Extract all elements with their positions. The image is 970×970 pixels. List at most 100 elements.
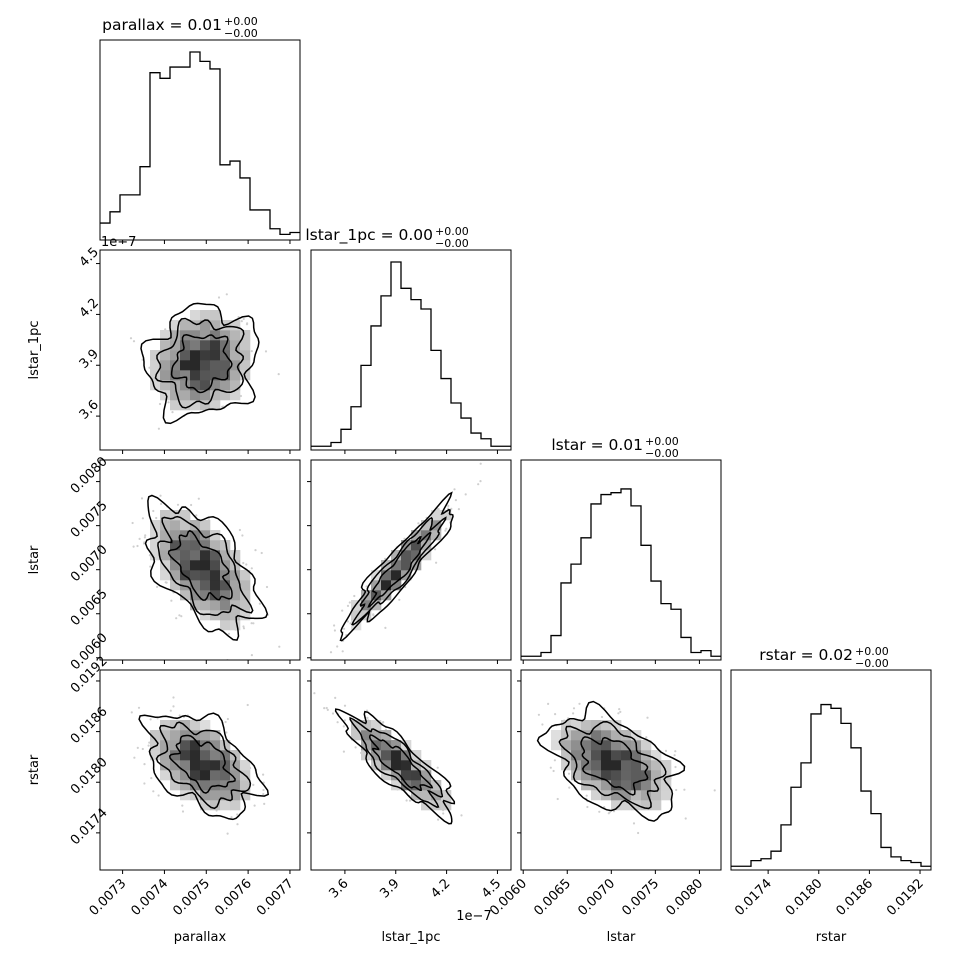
density-cell (210, 570, 221, 581)
density-cell (621, 770, 632, 781)
x-offset-label: 1e−7 (456, 909, 491, 924)
contour-line (351, 516, 447, 626)
x-tick-label: 0.0075 (170, 876, 213, 919)
density-cell (210, 550, 221, 561)
density-cell (240, 360, 251, 371)
sample-point (265, 585, 269, 589)
sample-point (608, 811, 611, 814)
density-cell (210, 310, 221, 321)
density-cell (371, 760, 382, 771)
density-cell (150, 380, 161, 391)
sample-point (436, 507, 439, 510)
density-cell (210, 590, 221, 601)
y-tick-label: 4.2 (77, 296, 102, 321)
density-cell (180, 540, 191, 551)
sample-point (197, 497, 200, 500)
density-cell (160, 380, 171, 391)
contour-line (154, 317, 245, 409)
title-sub: −0.00 (224, 27, 258, 40)
density-cell (611, 750, 622, 761)
density-cell (180, 320, 191, 331)
sample-point (130, 711, 133, 714)
x-tick-label: 0.0186 (833, 876, 876, 919)
density-cell (391, 760, 402, 771)
density-cell (571, 720, 582, 731)
density-cell (431, 780, 442, 791)
density-cell (200, 310, 211, 321)
density-cell (170, 540, 181, 551)
sample-point (384, 557, 387, 560)
density-cell (170, 730, 181, 741)
density-cell (210, 530, 221, 541)
density-cell (591, 760, 602, 771)
density-cell (190, 760, 201, 771)
density-cell (190, 740, 201, 751)
histogram-step-lstar (521, 488, 721, 657)
density-cell (361, 720, 372, 731)
density-cell (220, 590, 231, 601)
density-cell (150, 530, 161, 541)
density-cell (240, 350, 251, 361)
sample-point (160, 502, 163, 505)
sample-point (329, 651, 333, 654)
density-cell (561, 730, 572, 741)
density-cell (200, 520, 211, 531)
title-sup: +0.00 (224, 15, 258, 28)
sample-point (365, 585, 368, 588)
sample-point (313, 692, 316, 695)
density-cell (651, 800, 662, 811)
density-cell (411, 530, 422, 541)
density-cell (210, 390, 221, 401)
density-cell (230, 390, 241, 401)
panel-frame (99, 39, 301, 241)
sample-point (143, 763, 146, 766)
density-cell (180, 510, 191, 521)
y-axis-label-rstar: rstar (27, 754, 42, 785)
density-cell (200, 800, 211, 811)
sample-point (326, 708, 329, 712)
density-cell (180, 590, 191, 601)
density-cell (611, 770, 622, 781)
sample-point (453, 488, 456, 491)
density-cell (240, 590, 251, 601)
x-tick-label: 0.0065 (531, 876, 574, 919)
histogram-panel-parallax (100, 51, 300, 236)
sample-point (405, 799, 408, 802)
density-cell (591, 750, 602, 761)
sample-point (598, 810, 601, 813)
density-cell (190, 780, 201, 791)
density-cell (351, 610, 362, 621)
histogram-step-rstar (731, 703, 931, 867)
contour-line (339, 491, 454, 642)
title-sub: −0.00 (645, 447, 679, 460)
density-cell (230, 750, 241, 761)
sample-point (417, 522, 420, 525)
density-cell (411, 760, 422, 771)
density-cell (601, 750, 612, 761)
density-cell (621, 750, 632, 761)
density-cell (601, 770, 612, 781)
sample-point (227, 632, 230, 635)
density-cell (591, 740, 602, 751)
sample-point (246, 703, 249, 707)
sample-point (537, 713, 541, 716)
density-cell (391, 770, 402, 781)
sample-point (155, 516, 158, 520)
density-cell (170, 520, 181, 531)
density-cell (661, 760, 672, 771)
density-cell (391, 550, 402, 561)
sample-point (445, 527, 448, 530)
density-cell (170, 740, 181, 751)
density-cell (210, 540, 221, 551)
sample-point (262, 788, 265, 792)
sample-point (176, 503, 180, 506)
density-cell (170, 320, 181, 331)
density-cell (220, 580, 231, 591)
density-cell (160, 530, 171, 541)
sample-point (637, 831, 640, 835)
sample-point (238, 528, 241, 532)
sample-point (250, 622, 253, 625)
sample-point (435, 561, 438, 564)
y-tick-label: 0.0186 (68, 704, 111, 747)
